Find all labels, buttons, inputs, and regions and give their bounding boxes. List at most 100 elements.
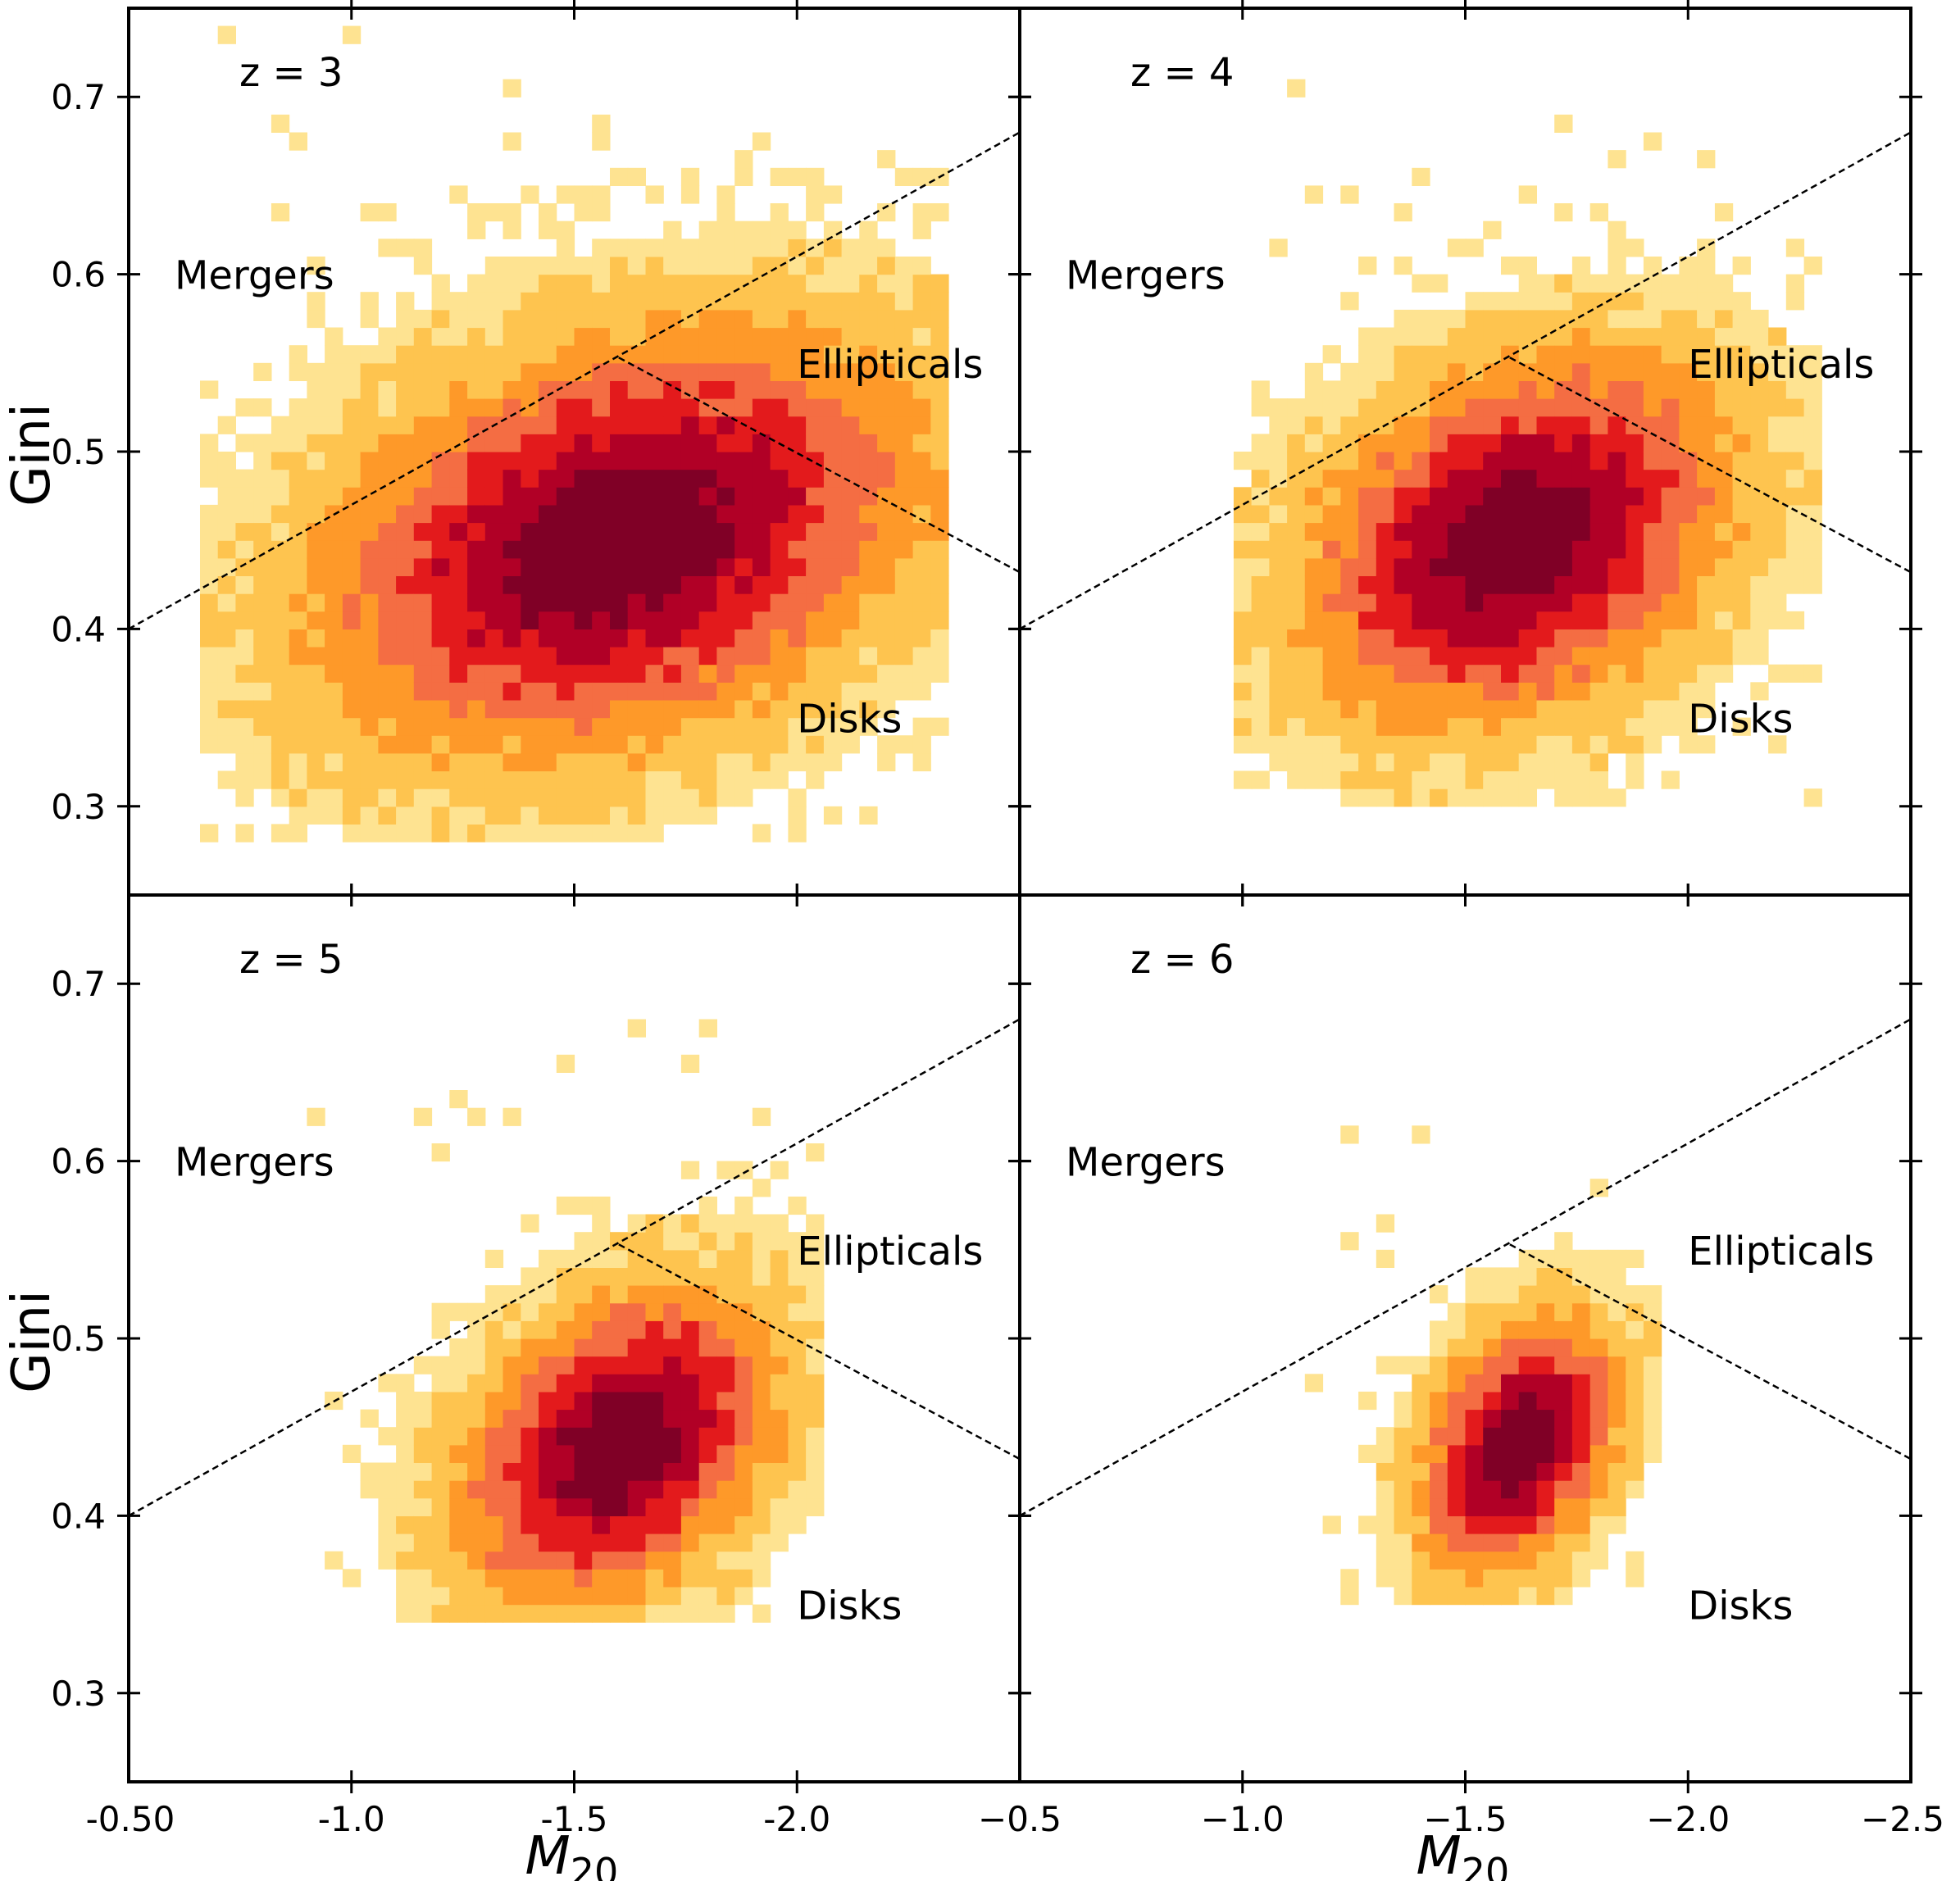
heatmap-cell xyxy=(467,735,486,754)
heatmap-cell xyxy=(431,1515,450,1534)
heatmap-cell xyxy=(413,593,433,612)
panels xyxy=(129,25,1911,1623)
heatmap-cell xyxy=(1571,1356,1591,1374)
heatmap-cell xyxy=(1750,309,1769,329)
heatmap-cell xyxy=(1340,735,1359,754)
heatmap-cell xyxy=(930,540,949,559)
heatmap-cell xyxy=(1465,788,1484,807)
heatmap-cell xyxy=(1803,257,1822,275)
heatmap-cell xyxy=(1412,1462,1430,1481)
heatmap-cell xyxy=(806,593,825,612)
heatmap-cell xyxy=(1322,700,1341,719)
heatmap-cell xyxy=(930,452,949,470)
heatmap-cell xyxy=(271,682,290,701)
heatmap-cell xyxy=(1269,540,1288,559)
heatmap-cell xyxy=(1518,1320,1537,1339)
heatmap-cell xyxy=(1430,1338,1448,1357)
heatmap-cell xyxy=(823,593,843,612)
heatmap-cell xyxy=(1714,434,1734,452)
heatmap-cell xyxy=(556,1249,575,1268)
heatmap-cell xyxy=(289,132,307,151)
heatmap-cell xyxy=(1554,345,1573,364)
heatmap-cell xyxy=(1518,1356,1537,1374)
heatmap-cell xyxy=(217,416,236,434)
heatmap-cell xyxy=(592,522,611,541)
heatmap-cell xyxy=(1412,1587,1430,1606)
heatmap-cell xyxy=(378,824,397,843)
heatmap-cell xyxy=(823,522,843,541)
heatmap-cell xyxy=(1501,575,1520,594)
heatmap-cell xyxy=(431,1462,450,1481)
heatmap-cell xyxy=(1251,452,1270,470)
heatmap-cell xyxy=(574,824,593,843)
x-axis-title: M20 xyxy=(1417,1826,1510,1881)
heatmap-cell xyxy=(645,1338,664,1357)
y-axis-title-top: Gini xyxy=(2,403,62,507)
heatmap-cell xyxy=(752,1107,771,1126)
heatmap-cell xyxy=(1643,1285,1662,1304)
heatmap-cell xyxy=(1714,292,1734,311)
heatmap-cell xyxy=(325,540,343,559)
heatmap-cell xyxy=(645,274,664,293)
heatmap-cell xyxy=(1571,327,1591,346)
heatmap-cell xyxy=(1785,345,1805,364)
heatmap-cell xyxy=(806,239,825,257)
heatmap-cell xyxy=(467,611,486,629)
heatmap-cell xyxy=(806,575,825,594)
heatmap-cell xyxy=(1554,327,1573,346)
heatmap-cell xyxy=(1358,416,1377,434)
heatmap-cell xyxy=(200,717,219,736)
heatmap-cell xyxy=(930,434,949,452)
heatmap-cell xyxy=(627,1267,646,1286)
heatmap-cell xyxy=(859,629,878,647)
heatmap-cell xyxy=(539,1391,557,1411)
heatmap-cell xyxy=(539,327,557,346)
region-label-mergers: Mergers xyxy=(1066,253,1226,299)
heatmap-cell xyxy=(1536,1515,1555,1534)
heatmap-cell xyxy=(627,611,646,629)
heatmap-cell xyxy=(752,362,771,381)
heatmap-cell xyxy=(378,806,397,825)
heatmap-cell xyxy=(1643,1356,1662,1374)
heatmap-cell xyxy=(431,469,450,488)
heatmap-cell xyxy=(592,824,611,843)
heatmap-cell xyxy=(1536,1338,1555,1357)
heatmap-cell xyxy=(610,274,629,293)
heatmap-cell xyxy=(680,611,700,629)
heatmap-cell xyxy=(610,1444,629,1463)
heatmap-cell xyxy=(1465,309,1484,329)
heatmap-cell xyxy=(1394,1356,1412,1374)
heatmap-cell xyxy=(1394,629,1412,647)
heatmap-cell xyxy=(912,380,931,399)
heatmap-cell xyxy=(1518,398,1537,417)
heatmap-cell xyxy=(1394,327,1412,346)
heatmap-cell xyxy=(413,664,433,683)
heatmap-cell xyxy=(788,682,807,701)
heatmap-cell xyxy=(1501,735,1520,754)
heatmap-cell xyxy=(1679,629,1698,647)
heatmap-cell xyxy=(1483,1391,1502,1411)
heatmap-cell xyxy=(1465,239,1484,257)
heatmap-cell xyxy=(592,309,611,329)
heatmap-cell xyxy=(680,700,700,719)
heatmap-cell xyxy=(1412,167,1430,186)
heatmap-cell xyxy=(1589,1497,1608,1516)
heatmap-cell xyxy=(788,398,807,417)
heatmap-cell xyxy=(1679,398,1698,417)
heatmap-cell xyxy=(1626,1569,1644,1588)
heatmap-cell xyxy=(1483,220,1502,239)
heatmap-cell xyxy=(663,647,682,666)
heatmap-cell xyxy=(610,770,629,789)
heatmap-cell xyxy=(841,398,860,417)
heatmap-cell xyxy=(307,770,325,789)
heatmap-cell xyxy=(396,1391,415,1411)
heatmap-cell xyxy=(1304,593,1324,612)
heatmap-cell xyxy=(1679,504,1698,524)
heatmap-cell xyxy=(413,1480,433,1499)
heatmap-cell xyxy=(716,220,735,239)
heatmap-cell xyxy=(378,1480,397,1499)
heatmap-cell xyxy=(1750,327,1769,346)
heatmap-cell xyxy=(680,257,700,275)
heatmap-cell xyxy=(1571,452,1591,470)
heatmap-cell xyxy=(1554,1587,1573,1606)
